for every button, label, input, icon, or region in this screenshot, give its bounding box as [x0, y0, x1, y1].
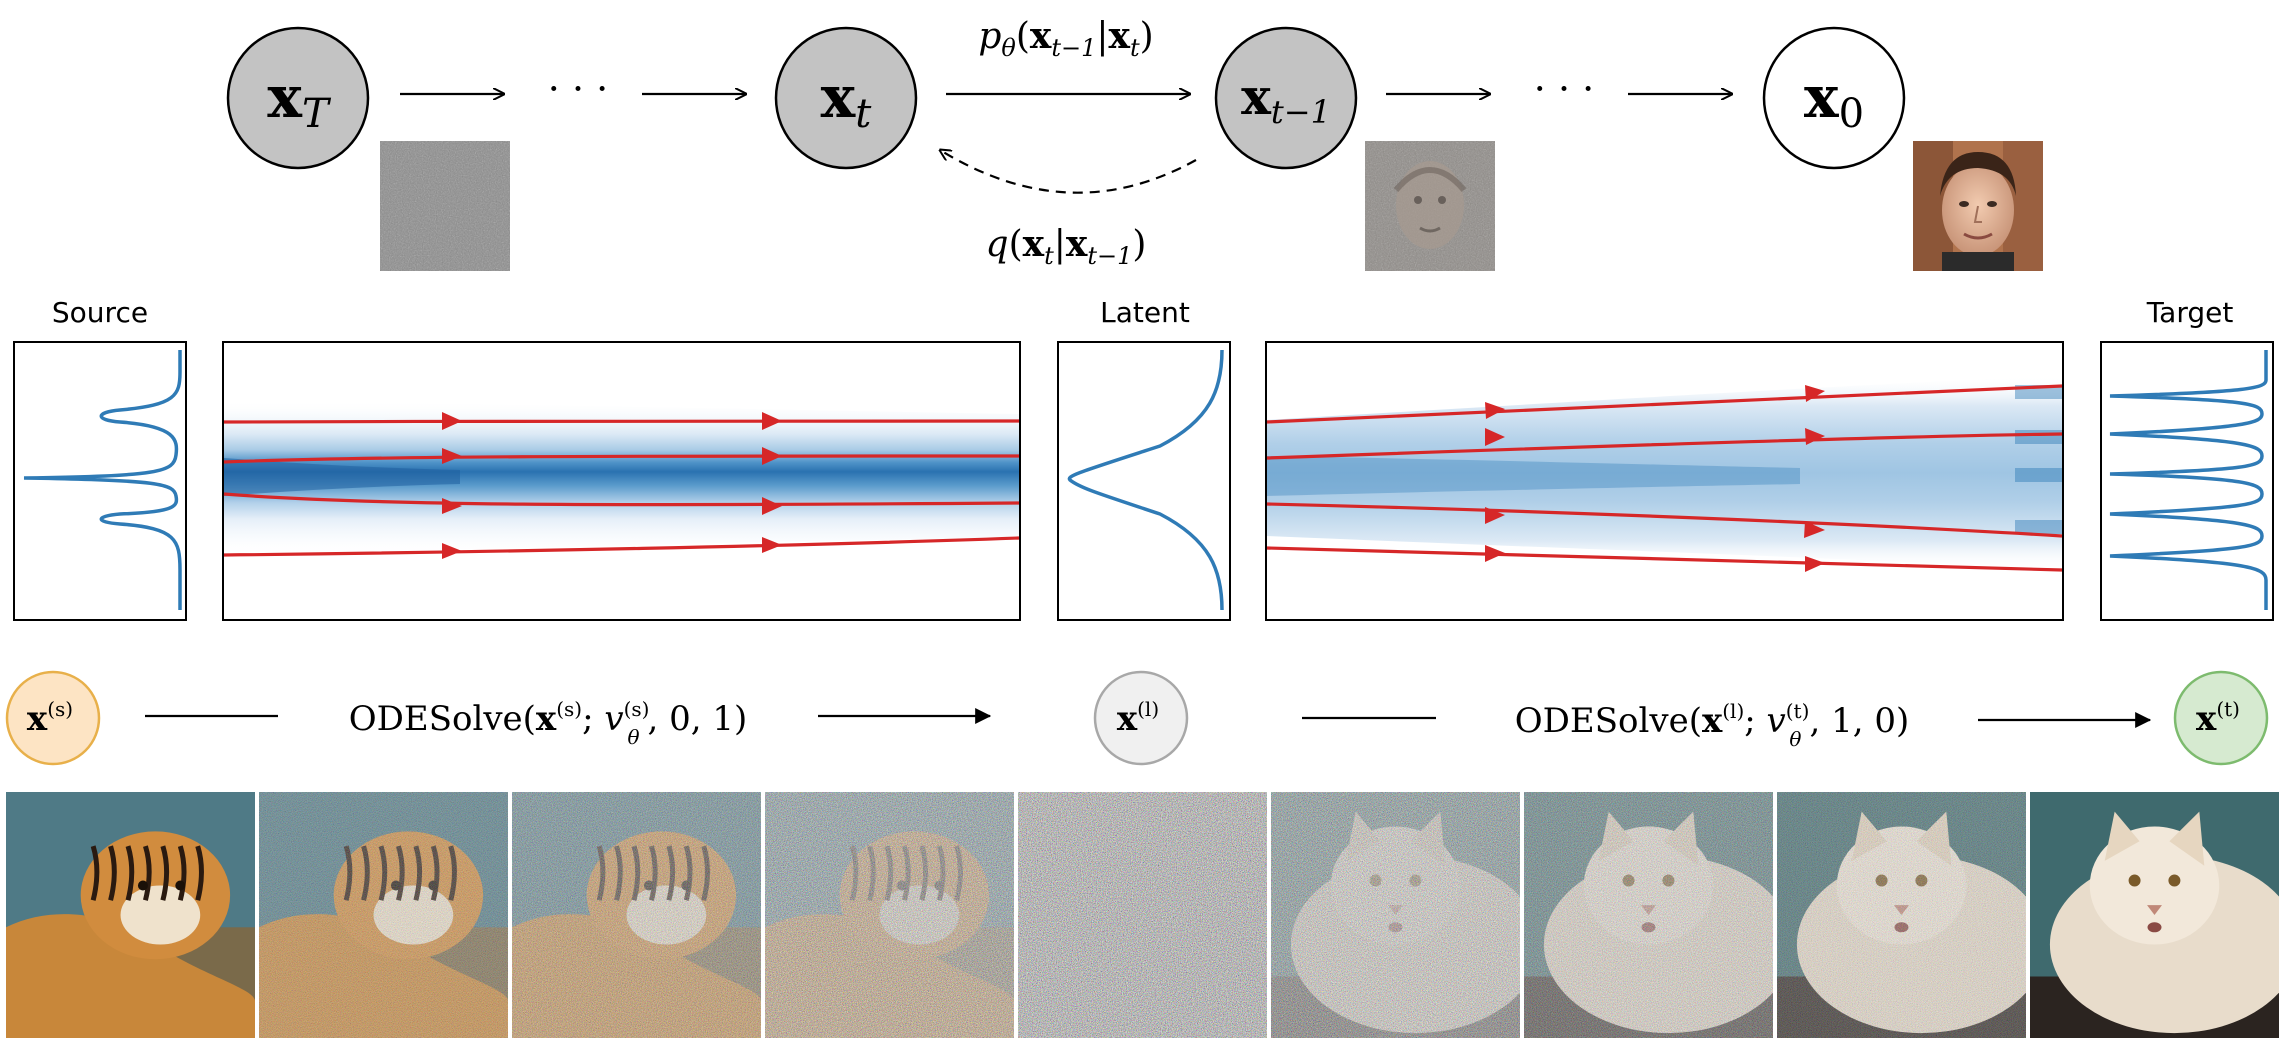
strip-frame-4 [765, 792, 1014, 1038]
left-heat-band [224, 400, 1019, 556]
markov-chain: xT · · · xt pθ(xt−1|xt) q(xt|xt−1) xt−1 … [226, 15, 2043, 271]
right-trajectory-2 [1266, 432, 2063, 460]
node-x-l-label: x(l) [1117, 697, 1159, 739]
node-x-t-minus-1-label: xt−1 [1241, 67, 1331, 131]
left-trajectories [223, 419, 1020, 557]
strip-frame-7 [1524, 792, 1773, 1038]
strip-frame-3 [512, 792, 761, 1038]
forward-process-label: q(xt|xt−1) [986, 223, 1147, 270]
target-label: Target [2146, 296, 2234, 329]
reverse-process-label: pθ(xt−1|xt) [978, 15, 1153, 62]
node-x-0-circle [1762, 26, 1906, 170]
node-x-t-circle [774, 26, 918, 170]
left-trajectory-4 [223, 536, 1020, 557]
right-heat-core [1267, 456, 1800, 496]
right-trajectories [1266, 384, 2063, 572]
target-density-panel [2100, 341, 2274, 621]
node-x-t-label: xt [821, 63, 873, 137]
left-trajectory-arrowheads [442, 412, 782, 559]
latent-density-curve [1067, 349, 1224, 611]
node-x-t-target: x(t) [2173, 670, 2269, 766]
latent-label: Latent [1100, 296, 1190, 329]
node-x-T: xT [226, 26, 370, 170]
node-x-t-target-circle [2175, 672, 2267, 764]
node-x-t-target-label: x(t) [2196, 697, 2240, 739]
node-x-t: xt [774, 26, 918, 170]
source-density-panel [13, 341, 187, 621]
thumbnail-noise [380, 141, 510, 271]
node-x-l-circle [1095, 672, 1187, 764]
node-x-l: x(l) [1093, 670, 1189, 766]
node-x-T-label: xT [267, 63, 332, 137]
right-trajectory-arrowheads [1485, 385, 1825, 572]
node-x-s-circle [7, 672, 99, 764]
chain-ellipsis-right: · · · [1534, 67, 1594, 111]
thumbnail-clean-face [1913, 141, 2043, 271]
strip-frame-6 [1271, 792, 1520, 1038]
target-density-curve [2109, 350, 2268, 610]
strip-frame-9 [2030, 792, 2279, 1038]
right-trajectory-4 [1266, 546, 2063, 572]
thumbnail-partially-denoised-face [1365, 141, 1495, 271]
ode-solve-backward-label: ODESolve(x(l); v(t) θ, 1, 0) [1515, 699, 1909, 751]
node-x-0-label: x0 [1804, 63, 1864, 137]
ode-solve-forward-label: ODESolve(x(s); v(s) θ, 0, 1) [349, 697, 748, 749]
node-x-s: x(s) [5, 670, 101, 766]
source-label: Source [52, 296, 148, 329]
strip-frame-5 [1018, 792, 1267, 1038]
right-flow-heatmap [1265, 341, 2064, 621]
node-x-s-label: x(s) [27, 697, 73, 739]
strip-frame-1 [6, 792, 255, 1038]
forward-process-arrow [940, 150, 1197, 194]
node-x-t-minus-1-circle [1214, 26, 1358, 170]
left-trajectory-3 [223, 492, 1020, 507]
latent-density-panel [1057, 341, 1231, 621]
left-flow-heatmap [222, 341, 1021, 621]
node-x-0: x0 [1762, 26, 1906, 170]
chain-ellipsis-left: · · · [548, 67, 608, 111]
node-x-T-circle [226, 26, 370, 170]
strip-frame-8 [1777, 792, 2026, 1038]
left-heat-core [224, 458, 460, 496]
strip-frame-2 [259, 792, 508, 1038]
left-trajectory-1 [223, 419, 1020, 424]
right-heat-band [1267, 376, 2062, 570]
image-strip [6, 792, 2279, 1038]
right-trajectory-1 [1266, 384, 2063, 424]
source-density-curve [23, 350, 182, 610]
right-trajectory-3 [1266, 502, 2063, 538]
ode-row: x(s) ODESolve(x(s); v(s) θ, 0, 1) x(l) OD… [5, 670, 2269, 766]
flow-panels: Source Latent Target [13, 296, 2274, 621]
left-trajectory-2 [223, 454, 1020, 464]
node-x-t-minus-1: xt−1 [1214, 26, 1358, 170]
